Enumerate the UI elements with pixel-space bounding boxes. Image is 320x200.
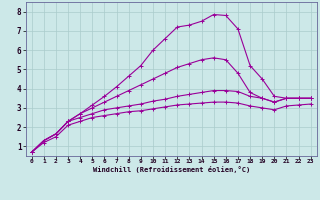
X-axis label: Windchill (Refroidissement éolien,°C): Windchill (Refroidissement éolien,°C) [92,166,250,173]
